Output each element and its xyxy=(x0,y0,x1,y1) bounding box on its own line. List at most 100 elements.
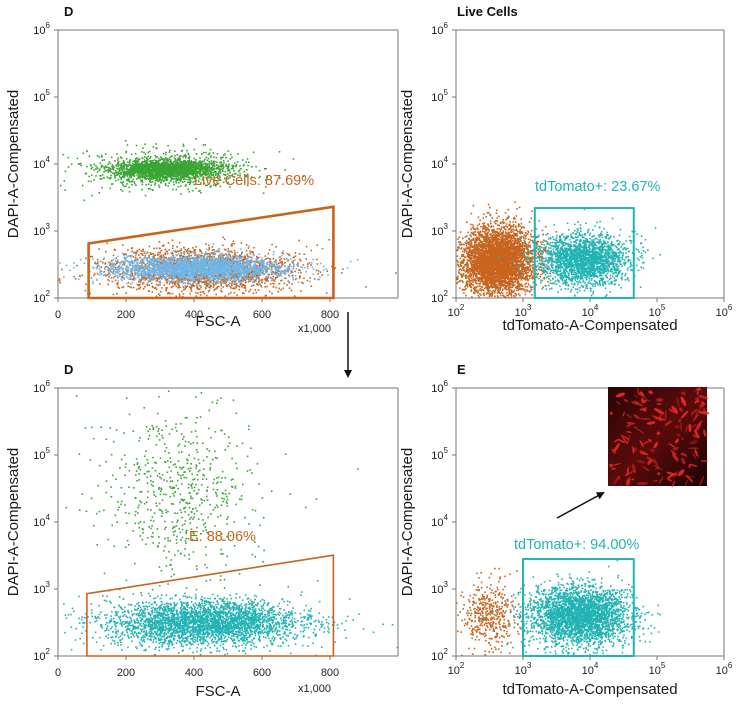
point xyxy=(167,175,170,178)
point xyxy=(165,183,167,185)
point xyxy=(198,170,201,172)
point xyxy=(210,166,213,169)
point xyxy=(107,273,109,276)
point xyxy=(158,241,161,243)
point xyxy=(310,264,312,266)
point xyxy=(179,170,182,172)
point xyxy=(135,161,137,164)
point xyxy=(148,279,150,282)
point xyxy=(250,271,253,274)
point xyxy=(149,180,151,183)
point xyxy=(104,169,107,172)
point xyxy=(170,174,173,176)
point xyxy=(196,174,198,176)
point xyxy=(184,185,187,187)
point xyxy=(179,286,181,289)
point xyxy=(114,174,117,177)
point xyxy=(244,175,246,178)
point xyxy=(187,153,190,156)
point xyxy=(157,251,160,254)
point xyxy=(276,276,279,279)
point xyxy=(160,163,163,166)
point xyxy=(141,252,143,255)
point xyxy=(148,171,150,174)
point xyxy=(183,169,185,172)
point xyxy=(198,172,201,175)
point xyxy=(108,261,111,264)
point xyxy=(229,254,231,256)
point xyxy=(103,159,105,161)
point xyxy=(206,170,209,172)
point xyxy=(171,277,173,280)
point xyxy=(149,164,151,166)
point xyxy=(139,265,141,268)
point xyxy=(169,149,171,152)
point xyxy=(238,170,240,173)
point xyxy=(157,162,160,164)
point xyxy=(177,265,180,268)
point xyxy=(122,162,124,165)
point xyxy=(132,178,134,181)
point xyxy=(223,177,226,180)
point xyxy=(138,158,141,160)
point xyxy=(147,178,150,180)
point xyxy=(95,175,97,177)
point xyxy=(171,247,174,250)
point xyxy=(175,182,178,184)
point xyxy=(178,156,181,158)
point xyxy=(153,255,155,257)
point xyxy=(265,276,267,278)
point xyxy=(123,163,125,166)
point xyxy=(146,159,148,162)
point xyxy=(218,170,220,173)
point xyxy=(196,287,199,289)
point xyxy=(272,275,274,278)
point xyxy=(123,172,125,175)
point xyxy=(187,167,190,170)
point xyxy=(227,169,229,172)
point xyxy=(249,276,252,278)
point xyxy=(189,163,192,165)
point xyxy=(161,178,164,181)
point xyxy=(187,160,190,162)
point xyxy=(156,178,158,181)
point xyxy=(342,268,344,270)
point xyxy=(233,255,235,258)
point xyxy=(275,271,278,274)
point xyxy=(202,290,205,293)
point xyxy=(134,251,137,254)
point xyxy=(201,174,204,176)
point xyxy=(222,167,224,170)
point xyxy=(143,252,146,254)
point xyxy=(184,282,187,284)
point xyxy=(182,181,184,183)
point xyxy=(188,173,191,175)
point xyxy=(148,176,151,179)
point xyxy=(257,261,260,264)
point xyxy=(279,273,281,276)
point xyxy=(288,287,291,289)
point xyxy=(204,167,206,169)
point xyxy=(156,283,158,286)
point xyxy=(176,178,179,180)
point xyxy=(210,171,212,174)
point xyxy=(316,244,319,246)
point xyxy=(126,180,129,182)
point xyxy=(96,168,99,170)
point xyxy=(116,261,118,264)
point xyxy=(168,160,171,163)
point xyxy=(197,280,200,283)
point xyxy=(150,156,152,158)
point xyxy=(162,152,165,155)
point xyxy=(162,176,164,179)
point xyxy=(203,274,205,277)
point xyxy=(223,248,226,251)
point xyxy=(165,151,167,154)
point xyxy=(203,166,205,168)
point xyxy=(200,162,202,165)
point xyxy=(283,282,286,285)
point xyxy=(152,178,154,180)
point xyxy=(153,159,156,161)
point xyxy=(200,192,202,194)
point xyxy=(165,166,168,168)
